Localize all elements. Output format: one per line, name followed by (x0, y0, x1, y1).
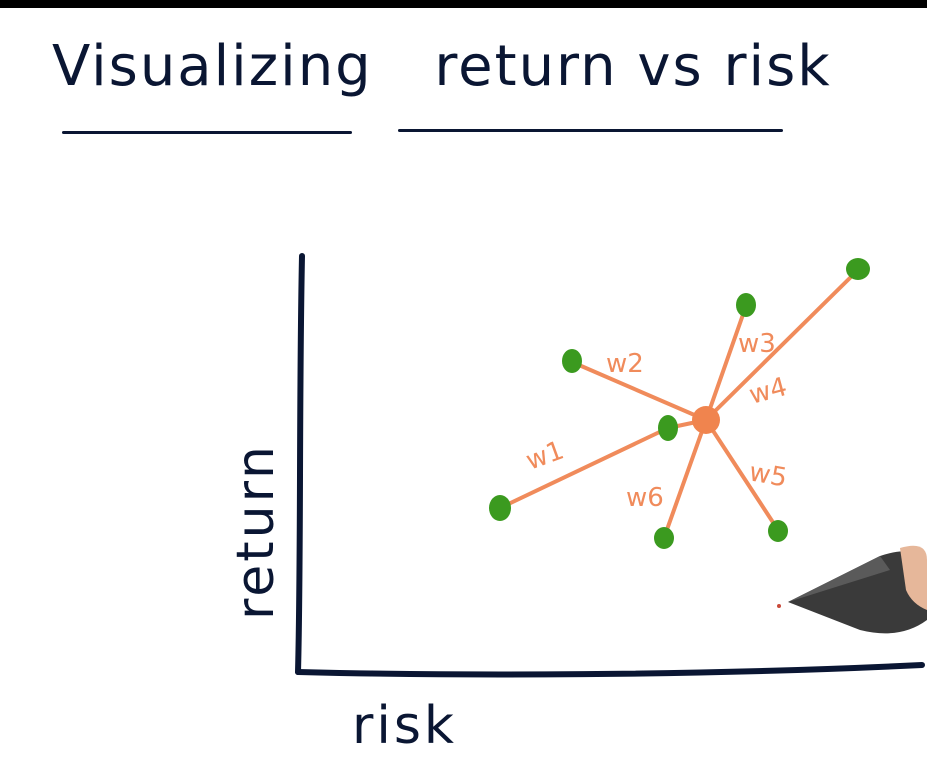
asset-point-near-center (658, 415, 678, 441)
asset-point-5 (768, 520, 788, 542)
y-axis-label: return (226, 443, 286, 620)
line-w6 (662, 418, 708, 540)
title-underline-right (398, 129, 783, 132)
top-black-bar (0, 0, 927, 8)
asset-point-2 (562, 349, 582, 373)
pen-graphic (777, 545, 927, 634)
line-w3 (704, 304, 748, 422)
title-underline-left (62, 131, 352, 134)
title-word-visualizing: Visualizing (52, 34, 373, 99)
label-w4: w4 (746, 372, 790, 411)
line-w1 (498, 426, 670, 510)
label-w6: w6 (626, 483, 664, 513)
line-w4 (704, 268, 860, 422)
x-axis (295, 662, 925, 678)
page-title: Visualizing return vs risk (52, 34, 832, 99)
label-w5: w5 (747, 457, 789, 493)
asset-point-3 (736, 293, 756, 317)
line-w5 (704, 418, 780, 532)
line-w2 (570, 360, 708, 422)
x-axis-label: risk (352, 696, 458, 756)
asset-point-6 (654, 527, 674, 549)
asset-point-1 (489, 495, 511, 521)
asset-point-4 (846, 258, 870, 280)
y-axis (295, 253, 305, 675)
label-w1: w1 (522, 435, 568, 476)
title-phrase-return-vs-risk: return vs risk (434, 34, 832, 99)
portfolio-center-point (692, 406, 720, 434)
label-w2: w2 (606, 349, 644, 379)
label-w3: w3 (738, 329, 776, 359)
